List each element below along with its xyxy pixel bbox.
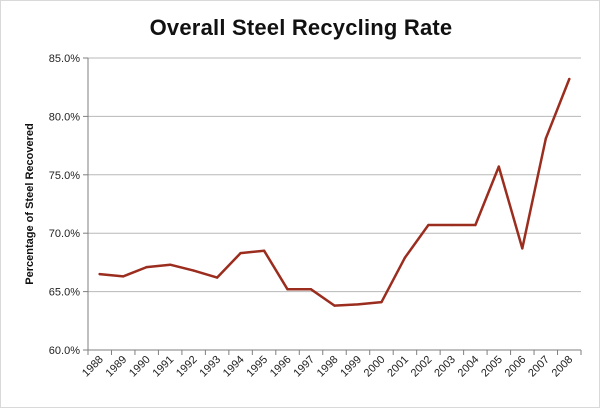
x-tick-label: 2001 xyxy=(385,354,411,380)
y-tick-label: 85.0% xyxy=(49,53,80,65)
data-point-2004 xyxy=(474,223,477,227)
y-tick-label: 60.0% xyxy=(49,345,80,357)
data-point-1997 xyxy=(309,288,313,291)
data-point-2006 xyxy=(521,247,524,250)
data-point-2005 xyxy=(497,165,501,168)
x-tick-label: 1996 xyxy=(268,354,294,380)
y-tick-label: 65.0% xyxy=(49,287,80,299)
data-point-1998 xyxy=(333,304,336,307)
data-point-1989 xyxy=(122,275,125,278)
x-tick-label: 2007 xyxy=(526,354,552,380)
data-point-2001 xyxy=(403,256,407,259)
x-tick-label: 2006 xyxy=(503,354,529,380)
axes xyxy=(87,58,581,351)
x-tick-label: 2008 xyxy=(550,354,576,380)
y-tick-labels: 60.0% 65.0% 70.0% 75.0% 80.0% 85.0% xyxy=(49,53,80,357)
x-tick-label: 1988 xyxy=(80,354,106,380)
data-point-1999 xyxy=(356,303,360,306)
data-point-2007 xyxy=(544,137,547,140)
x-tick-label: 2003 xyxy=(432,354,458,380)
x-tick-label: 1989 xyxy=(104,354,130,380)
data-point-2003 xyxy=(450,223,454,227)
x-tick-label: 2005 xyxy=(479,354,505,380)
data-point-1990 xyxy=(145,265,148,269)
data-point-1994 xyxy=(239,251,242,255)
data-point-1988 xyxy=(98,272,101,276)
series xyxy=(98,77,571,307)
x-tick-label: 1994 xyxy=(221,354,247,380)
y-tick-label: 80.0% xyxy=(49,111,80,123)
y-tick-label: 75.0% xyxy=(49,170,80,182)
x-tick-label: 1993 xyxy=(197,354,223,380)
x-tick-label: 1999 xyxy=(338,354,364,380)
data-point-1992 xyxy=(192,269,195,272)
chart-title: Overall Steel Recycling Rate xyxy=(149,15,453,40)
data-point-1996 xyxy=(286,288,289,291)
x-tick-label: 1991 xyxy=(150,354,176,380)
y-tick-label: 70.0% xyxy=(49,228,80,240)
x-tick-label: 1992 xyxy=(174,354,200,380)
gridlines xyxy=(83,57,581,351)
x-tick-label: 2002 xyxy=(409,354,435,380)
data-point-1995 xyxy=(262,249,266,252)
x-tick-label: 2004 xyxy=(456,354,482,380)
x-tick-label: 1997 xyxy=(291,354,317,380)
data-point-1993 xyxy=(215,276,219,279)
data-point-2002 xyxy=(427,223,430,227)
y-axis-title: Percentage of Steel Recovered xyxy=(24,123,36,284)
x-tick-labels: 1988198919901991199219931994199519961997… xyxy=(80,350,582,380)
x-tick-label: 1998 xyxy=(315,354,341,380)
series-line xyxy=(98,77,571,307)
data-point-2000 xyxy=(380,300,383,304)
x-tick-label: 2000 xyxy=(362,354,388,380)
data-point-2008 xyxy=(568,77,571,81)
x-tick-label: 1990 xyxy=(127,354,153,380)
data-point-1991 xyxy=(168,263,172,266)
x-tick-label: 1995 xyxy=(244,354,270,380)
